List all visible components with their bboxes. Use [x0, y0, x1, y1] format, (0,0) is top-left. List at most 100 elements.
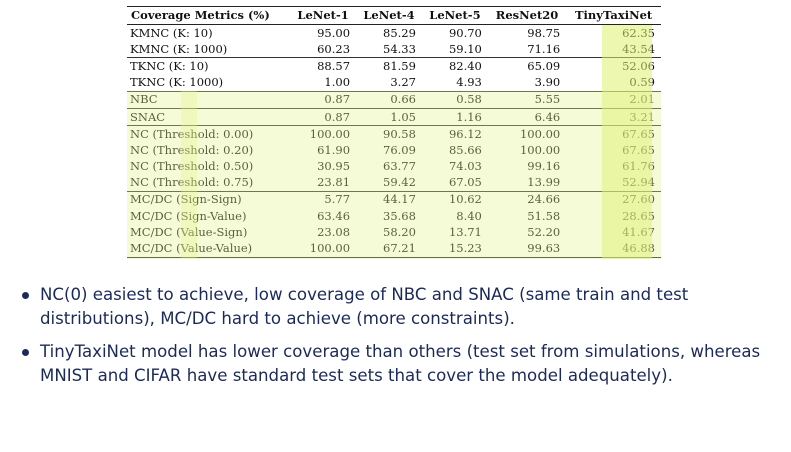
row-metric-label: KMNC (K: 10) [127, 24, 291, 42]
row-value-cell: 62.35 [566, 24, 661, 42]
row-value-cell: 100.00 [519, 142, 561, 157]
row-value-cell: 13.99 [527, 175, 561, 190]
row-value-cell: 0.66 [356, 90, 422, 109]
row-value-cell: 82.40 [421, 57, 488, 75]
row-metric-label: MC/DC (Sign-Sign) [127, 190, 291, 209]
row-value-cell: 1.05 [356, 107, 422, 126]
row-value-cell: 90.58 [356, 125, 422, 143]
table-row: NC (Threshold: 0.20) 61.90 76.09 85.66 100.0… [127, 142, 661, 158]
row-value-cell: 3.90 [534, 75, 561, 90]
bullet-list: NC(0) easiest to achieve, low coverage o… [18, 283, 788, 397]
bullet-dot-icon [22, 349, 29, 356]
row-value-cell: 8.40 [456, 208, 482, 223]
row-value-cell: 100.00 [290, 125, 357, 143]
row-value-cell: 1.16 [421, 107, 488, 126]
row-value-cell: 30.95 [317, 159, 351, 174]
row-value-cell: 3.21 [566, 107, 661, 126]
row-metric-label: MC/DC (Value-Sign) [130, 224, 248, 239]
row-value-cell: 44.17 [356, 190, 422, 209]
row-value-cell: 100.00 [487, 125, 567, 143]
bullet-item: TinyTaxiNet model has lower coverage tha… [18, 340, 788, 388]
table-row: NC (Threshold: 0.75) 23.81 59.42 67.05 13.99… [127, 175, 661, 192]
row-value-cell: 1.00 [324, 75, 351, 90]
table-row: NBC 0.87 0.66 0.58 5.55 2.01 [127, 90, 661, 109]
row-value-cell: 74.03 [448, 159, 482, 174]
table-body: KMNC (K: 10) 95.00 85.29 90.70 98.75 62.35 KMN… [127, 24, 661, 258]
row-metric-label: NC (Threshold: 0.00) [127, 125, 291, 143]
row-value-cell: 0.87 [290, 90, 357, 109]
table-row: TKNC (K: 10) 88.57 81.59 82.40 65.09 52.06 [127, 57, 661, 75]
row-value-cell: 85.29 [356, 24, 422, 42]
row-value-cell: 61.76 [622, 159, 655, 174]
row-metric-label: NC (Threshold: 0.75) [130, 175, 254, 190]
row-value-cell: 99.63 [487, 240, 567, 258]
coverage-metrics-table: Coverage Metrics (%) LeNet-1 LeNet-4 LeN… [127, 6, 661, 258]
row-value-cell: 5.55 [487, 90, 567, 109]
row-metric-label: TKNC (K: 10) [127, 57, 291, 75]
row-metric-label: SNAC [127, 107, 291, 126]
bullet-item: NC(0) easiest to achieve, low coverage o… [18, 283, 788, 331]
table-row: NC (Threshold: 0.00) 100.00 90.58 96.12 100.… [127, 125, 661, 143]
header-lenet-4: LeNet-4 [356, 6, 422, 25]
row-value-cell: 90.70 [421, 24, 488, 42]
row-metric-label: NC (Threshold: 0.50) [130, 159, 254, 174]
row-value-cell: 5.77 [290, 190, 357, 209]
bullet-text: TinyTaxiNet model has lower coverage tha… [40, 342, 761, 385]
row-value-cell: 46.88 [566, 240, 661, 258]
row-value-cell: 15.23 [421, 240, 488, 258]
table-row: NC (Threshold: 0.50) 30.95 63.77 74.03 99.16… [127, 159, 661, 175]
row-value-cell: 71.16 [527, 41, 561, 56]
row-metric-label: MC/DC (Value-Value) [127, 240, 291, 258]
row-value-cell: 10.62 [421, 190, 488, 209]
row-value-cell: 24.66 [487, 190, 567, 209]
row-value-cell: 99.16 [527, 159, 561, 174]
header-tinytaxinet: TinyTaxiNet [566, 6, 661, 25]
header-resnet20: ResNet20 [487, 6, 567, 25]
row-value-cell: 51.58 [527, 208, 561, 223]
table-row: KMNC (K: 10) 95.00 85.29 90.70 98.75 62.35 [127, 24, 661, 42]
row-value-cell: 60.23 [317, 41, 351, 56]
row-value-cell: 6.46 [487, 107, 567, 126]
table-row: MC/DC (Value-Value) 100.00 67.21 15.23 99.63… [127, 240, 661, 258]
row-value-cell: 4.93 [456, 75, 482, 90]
row-value-cell: 88.57 [290, 57, 357, 75]
row-metric-label: NC (Threshold: 0.20) [130, 142, 254, 157]
row-value-cell: 27.60 [566, 190, 661, 209]
table-row: SNAC 0.87 1.05 1.16 6.46 3.21 [127, 107, 661, 126]
row-value-cell: 28.65 [622, 208, 655, 223]
row-value-cell: 2.01 [566, 90, 661, 109]
row-value-cell: 52.20 [527, 224, 561, 239]
table-row: MC/DC (Sign-Sign) 5.77 44.17 10.62 24.66 27.6… [127, 190, 661, 209]
row-value-cell: 0.58 [421, 90, 488, 109]
row-value-cell: 41.67 [622, 224, 655, 239]
row-value-cell: 63.77 [383, 159, 416, 174]
coverage-table-container: Coverage Metrics (%) LeNet-1 LeNet-4 LeN… [127, 6, 661, 260]
table-row: KMNC (K: 1000) 60.23 54.33 59.10 71.16 43.54 [127, 41, 661, 58]
row-value-cell: 59.10 [448, 41, 482, 56]
row-value-cell: 85.66 [448, 142, 482, 157]
row-value-cell: 61.90 [317, 142, 351, 157]
row-value-cell: 3.27 [390, 75, 416, 90]
row-value-cell: 98.75 [487, 24, 567, 42]
row-value-cell: 59.42 [383, 175, 416, 190]
row-value-cell: 65.09 [487, 57, 567, 75]
row-value-cell: 81.59 [356, 57, 422, 75]
header-lenet-5: LeNet-5 [421, 6, 488, 25]
row-value-cell: 13.71 [448, 224, 482, 239]
row-value-cell: 76.09 [383, 142, 416, 157]
row-value-cell: 54.33 [383, 41, 416, 56]
row-value-cell: 95.00 [290, 24, 357, 42]
row-metric-label: MC/DC (Sign-Value) [130, 208, 247, 223]
header-lenet-1: LeNet-1 [290, 6, 357, 25]
row-metric-label: NBC [127, 90, 291, 109]
bullet-text: NC(0) easiest to achieve, low coverage o… [40, 285, 689, 328]
row-value-cell: 35.68 [383, 208, 416, 223]
table-row: TKNC (K: 1000) 1.00 3.27 4.93 3.90 0.59 [127, 75, 661, 92]
row-value-cell: 67.05 [448, 175, 482, 190]
row-metric-label: KMNC (K: 1000) [130, 41, 228, 56]
row-value-cell: 0.87 [290, 107, 357, 126]
table-row: MC/DC (Value-Sign) 23.08 58.20 13.71 52.20 41… [127, 224, 661, 240]
row-value-cell: 100.00 [290, 240, 357, 258]
row-value-cell: 0.59 [629, 75, 655, 90]
row-value-cell: 58.20 [383, 224, 416, 239]
